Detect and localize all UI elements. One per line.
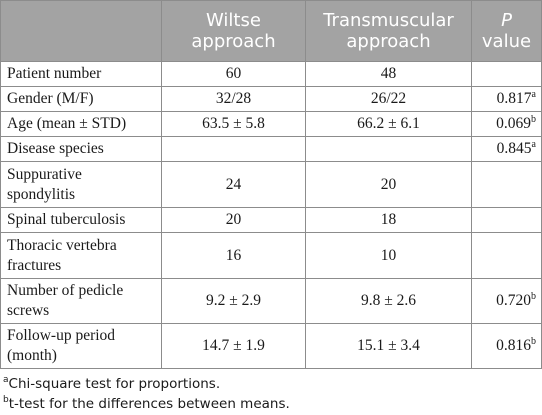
cell-transmuscular: 15.1 ± 3.4 [305,323,472,369]
row-label: Follow-up period (month) [0,323,162,369]
cell-p-value: 0.845a [471,136,542,162]
cell-wiltse: 63.5 ± 5.8 [161,111,306,137]
footnote-marker: b [3,395,9,405]
header-wiltse-line1: Wiltse [206,10,261,31]
row-label: Number of pedicle screws [0,278,162,324]
row-label-line2: fractures [7,256,62,274]
p-value-footnote-marker: a [531,139,536,150]
header-transmuscular-line2: approach [346,31,431,52]
p-value-footnote-marker: a [531,89,536,100]
cell-p-value [471,161,542,208]
footnote-marker: a [3,375,9,385]
header-wiltse-line2: approach [191,31,276,52]
cell-p-value: 0.816b [471,323,542,369]
cell-wiltse: 20 [161,207,306,233]
footnote-text: t-test for the differences between means… [8,396,290,412]
p-value-footnote-marker: b [531,291,536,302]
row-label: Suppurative spondylitis [0,161,162,208]
table-row: Gender (M/F) 32/28 26/22 0.817a [0,86,542,112]
row-label-line1: Follow-up period [7,327,116,344]
cell-transmuscular: 9.8 ± 2.6 [305,278,472,324]
table-row: Suppurative spondylitis 24 20 [0,161,542,208]
row-label: Spinal tuberculosis [0,207,162,233]
header-p-line2: value [481,31,532,52]
row-label: Patient number [0,61,162,87]
table-row: Number of pedicle screws 9.2 ± 2.9 9.8 ± … [0,278,542,324]
cell-p-value: 0.069b [471,111,542,137]
cell-p-value: 0.817a [471,86,542,112]
header-transmuscular-approach: Transmuscular approach [305,0,472,62]
footnote-a: aChi-square test for proportions. [3,374,290,394]
row-label-line1: Number of pedicle [7,282,124,299]
cell-p-value [471,232,542,279]
cell-wiltse: 14.7 ± 1.9 [161,323,306,369]
header-empty-cell [0,0,162,62]
row-label: Age (mean ± STD) [0,111,162,137]
cell-p-value [471,207,542,233]
p-value-footnote-marker: b [531,336,536,347]
header-p-letter: P [501,10,512,31]
footnote-b: bt-test for the differences between mean… [3,394,290,414]
table-row: Disease species 0.845a [0,136,542,162]
row-label-line1: Thoracic vertebra [7,236,117,254]
cell-transmuscular: 26/22 [305,86,472,112]
row-label: Gender (M/F) [0,86,162,112]
comparison-table: Wiltse approach Transmuscular approach P… [0,0,542,369]
header-wiltse-approach: Wiltse approach [161,0,306,62]
cell-transmuscular: 48 [305,61,472,87]
cell-transmuscular: 66.2 ± 6.1 [305,111,472,137]
footnote-text: Chi-square test for proportions. [8,376,221,392]
cell-wiltse [161,136,306,162]
row-label-line2: screws [7,302,50,319]
p-value-text: 0.069 [496,115,531,132]
p-value-footnote-marker: b [531,114,536,125]
cell-transmuscular: 10 [305,232,472,279]
row-label: Disease species [0,136,162,162]
cell-wiltse: 16 [161,232,306,279]
cell-transmuscular: 18 [305,207,472,233]
cell-p-value [471,61,542,87]
table-row: Patient number 60 48 [0,61,542,87]
cell-transmuscular [305,136,472,162]
cell-wiltse: 9.2 ± 2.9 [161,278,306,324]
table-header-row: Wiltse approach Transmuscular approach P… [0,0,542,62]
table-footnotes: aChi-square test for proportions. bt-tes… [3,374,290,414]
header-p-value: P value [471,0,542,62]
table-row: Follow-up period (month) 14.7 ± 1.9 15.1 … [0,323,542,369]
cell-transmuscular: 20 [305,161,472,208]
row-label-line1: Suppurative [7,165,82,183]
table-row: Age (mean ± STD) 63.5 ± 5.8 66.2 ± 6.1 0… [0,111,542,137]
cell-p-value: 0.720b [471,278,542,324]
table-row: Thoracic vertebra fractures 16 10 [0,232,542,279]
header-transmuscular-line1: Transmuscular [323,10,454,31]
row-label-line2: spondylitis [7,185,76,203]
row-label-line2: (month) [7,347,57,364]
cell-wiltse: 24 [161,161,306,208]
p-value-text: 0.817 [496,90,532,107]
p-value-text: 0.816 [496,337,531,354]
p-value-text: 0.720 [496,292,531,309]
cell-wiltse: 60 [161,61,306,87]
p-value-text: 0.845 [496,140,532,157]
cell-wiltse: 32/28 [161,86,306,112]
row-label: Thoracic vertebra fractures [0,232,162,279]
table-row: Spinal tuberculosis 20 18 [0,207,542,233]
